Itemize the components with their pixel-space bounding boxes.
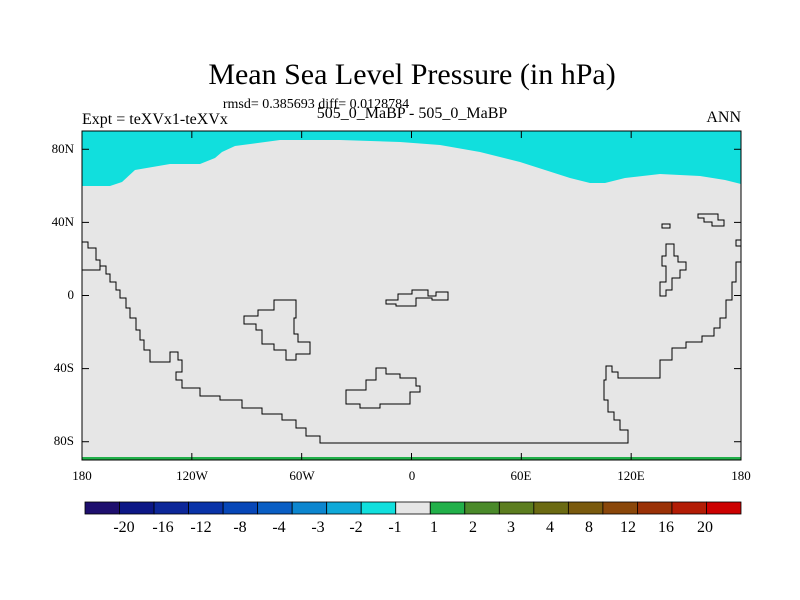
island-equator [385, 289, 449, 307]
y-tick-labels: 80N 40N 0 40S 80S [52, 141, 75, 448]
colorbar-label: 8 [585, 519, 593, 536]
colorbar-label: -4 [272, 519, 285, 536]
colorbar-box [567, 501, 604, 515]
x-tick-labels: 180 120W 60W 0 60E 120E 180 [72, 468, 751, 483]
y-tick-label: 40N [52, 214, 75, 229]
coast-west [82, 241, 741, 444]
colorbar [84, 501, 742, 515]
colorbar-label: -2 [349, 519, 362, 536]
colorbar-label: 16 [658, 519, 674, 536]
colorbar-label: -16 [152, 519, 173, 536]
colorbar-box [671, 501, 707, 515]
x-tick-label: 180 [72, 468, 92, 483]
colorbar-box [395, 501, 431, 515]
island-east-3 [697, 213, 725, 227]
colorbar-box [429, 501, 466, 515]
colorbar-labels: -20 -16 -12 -8 -4 -3 -2 -1 1 2 3 4 8 12 … [113, 519, 713, 536]
colorbar-box [637, 501, 673, 515]
colorbar-box [706, 501, 742, 515]
colorbar-box [119, 501, 155, 515]
x-tick-label: 60E [511, 468, 532, 483]
north-band [82, 131, 741, 186]
y-tick-label: 40S [54, 360, 74, 375]
x-tick-label: 60W [289, 468, 315, 483]
y-tick-label: 80S [54, 433, 74, 448]
x-tick-label: 120W [176, 468, 209, 483]
colorbar-box [257, 501, 293, 515]
coast-west-north [82, 266, 101, 271]
chart-title: Mean Sea Level Pressure (in hPa) [208, 58, 615, 91]
colorbar-label: 12 [620, 519, 636, 536]
colorbar-box [464, 501, 500, 515]
colorbar-box [360, 501, 397, 515]
center-label: 505_0_MaBP - 505_0_MaBP [317, 105, 508, 122]
coastlines [82, 213, 741, 444]
colorbar-box [222, 501, 259, 515]
colorbar-label: -8 [233, 519, 246, 536]
colorbar-box [291, 501, 328, 515]
colorbar-box [188, 501, 224, 515]
colorbar-label: 4 [546, 519, 554, 536]
colorbar-label: 2 [469, 519, 477, 536]
colorbar-label: -12 [190, 519, 211, 536]
colorbar-box [602, 501, 638, 515]
left-label: Expt = teXVx1-teXVx [82, 111, 228, 128]
y-tick-label: 80N [52, 141, 75, 156]
x-tick-label: 0 [409, 468, 416, 483]
right-label: ANN [706, 109, 741, 126]
colorbar-box [533, 501, 569, 515]
island-south [345, 367, 421, 409]
island-east-2 [661, 223, 671, 229]
colorbar-label: 1 [430, 519, 438, 536]
colorbar-label: -1 [388, 519, 401, 536]
colorbar-box [326, 501, 362, 515]
colorbar-box [498, 501, 535, 515]
x-tick-label: 120E [617, 468, 645, 483]
stats-line: rmsd= 0.385693 diff= 0.0128784 [223, 97, 409, 112]
colorbar-label: 20 [697, 519, 713, 536]
coast-east-edge [735, 239, 741, 247]
island-africa [243, 299, 311, 361]
y-tick-label: 0 [68, 287, 75, 302]
colorbar-label: -20 [113, 519, 134, 536]
colorbar-box [84, 501, 120, 515]
colorbar-label: -3 [311, 519, 324, 536]
map-plot [81, 130, 742, 461]
colorbar-label: 3 [507, 519, 515, 536]
map-background [82, 131, 741, 460]
axis-ticks [81, 131, 742, 460]
x-tick-label: 180 [731, 468, 751, 483]
island-east-1 [659, 243, 687, 297]
colorbar-box [153, 501, 189, 515]
